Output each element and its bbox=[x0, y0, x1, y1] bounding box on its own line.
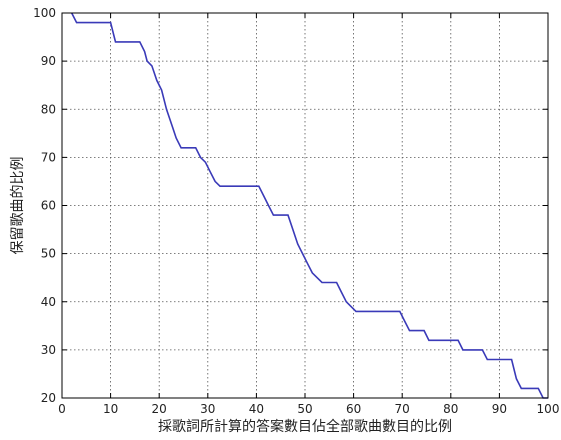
x-tick-label: 100 bbox=[537, 402, 560, 416]
x-tick-label: 30 bbox=[200, 402, 215, 416]
y-tick-label: 30 bbox=[41, 343, 56, 357]
tick-labels: 0 10 20 30 40 50 60 70 80 90 100 20 30 40 50 60 70 80 90 10… bbox=[33, 6, 559, 416]
y-axis-label: 保留歌曲的比例 bbox=[10, 157, 26, 255]
y-tick-label: 50 bbox=[41, 247, 56, 261]
x-tick-label: 20 bbox=[152, 402, 167, 416]
x-tick-label: 80 bbox=[443, 402, 458, 416]
y-tick-label: 40 bbox=[41, 295, 56, 309]
x-tick-label: 40 bbox=[249, 402, 264, 416]
x-axis-label: 採歌詞所計算的答案數目佔全部歌曲數目的比例 bbox=[158, 418, 452, 435]
grid bbox=[62, 13, 548, 398]
series-line bbox=[70, 12, 548, 399]
x-tick-label: 90 bbox=[492, 402, 507, 416]
x-tick-label: 10 bbox=[103, 402, 118, 416]
x-tick-label: 0 bbox=[58, 402, 66, 416]
y-tick-label: 100 bbox=[33, 6, 56, 20]
x-tick-label: 50 bbox=[297, 402, 312, 416]
y-tick-label: 20 bbox=[41, 391, 56, 405]
y-tick-label: 70 bbox=[41, 150, 56, 164]
x-tick-label: 70 bbox=[395, 402, 410, 416]
x-tick-label: 60 bbox=[346, 402, 361, 416]
tick-marks bbox=[61, 12, 549, 399]
y-tick-label: 80 bbox=[41, 102, 56, 116]
y-tick-label: 90 bbox=[41, 54, 56, 68]
y-tick-label: 60 bbox=[41, 199, 56, 213]
